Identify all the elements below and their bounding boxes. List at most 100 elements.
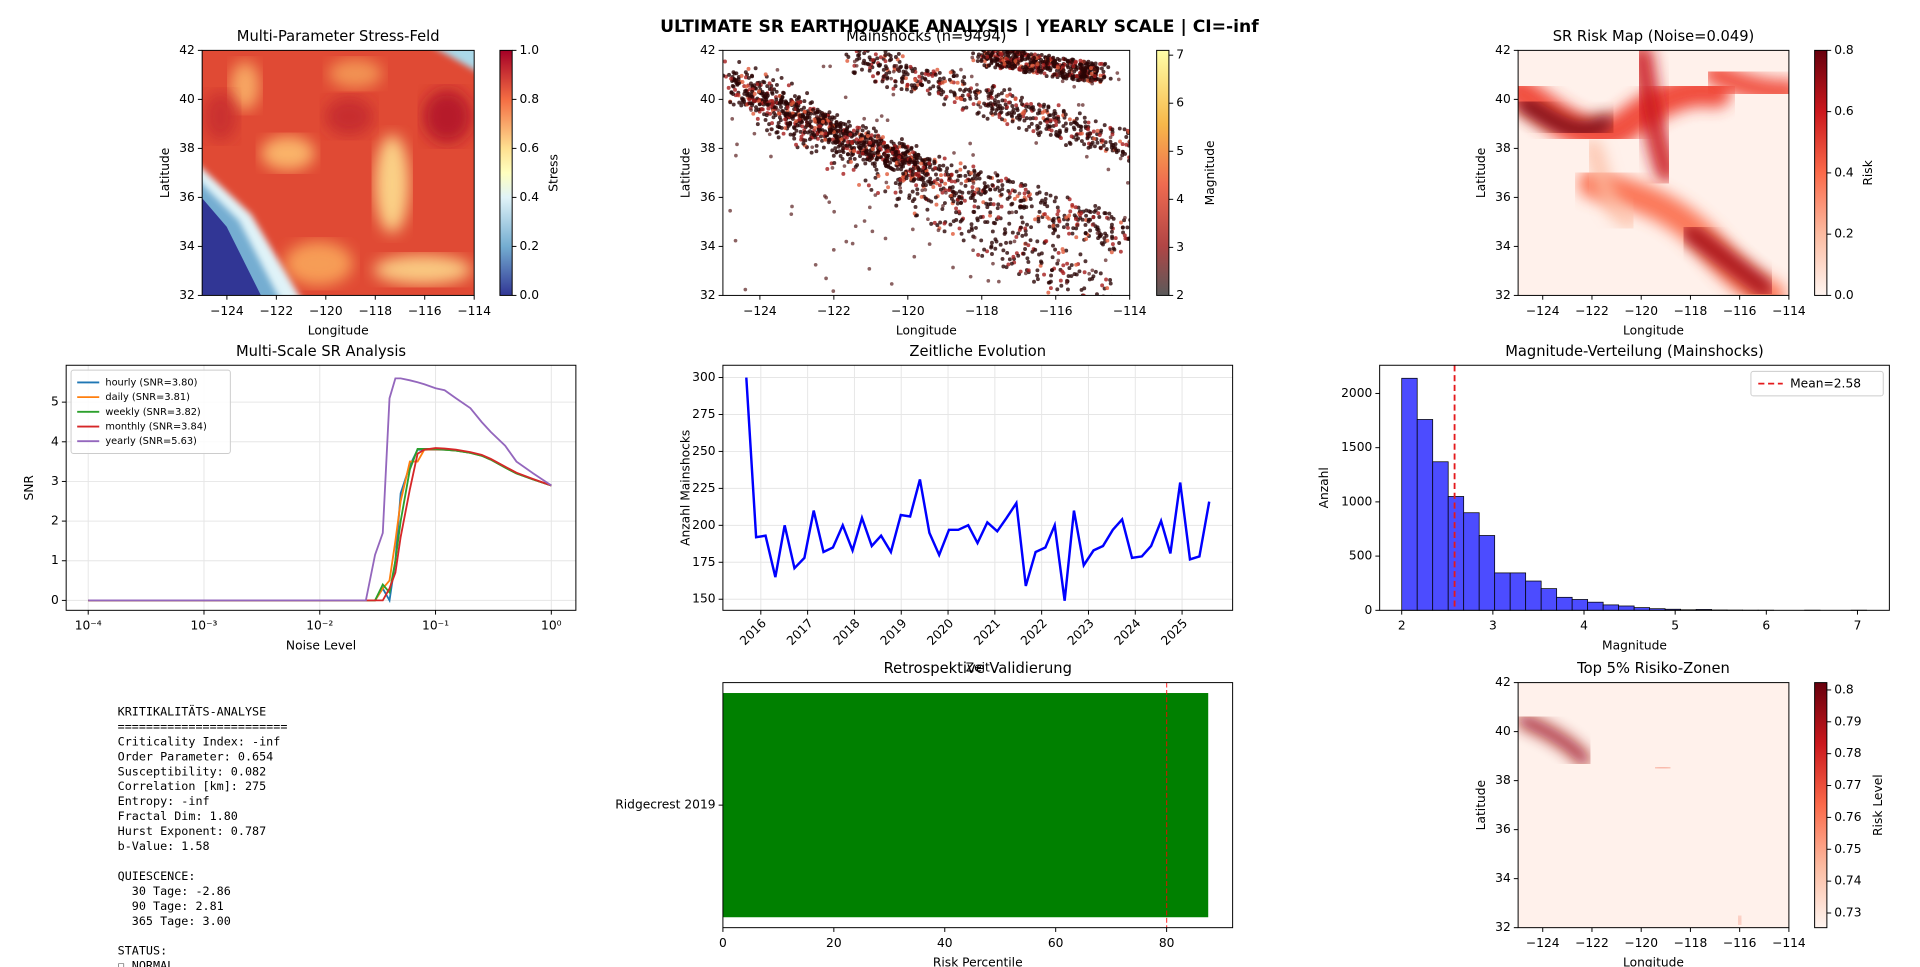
event-dot: [801, 138, 806, 142]
event-dot: [995, 104, 1000, 108]
event-dot: [772, 87, 777, 92]
event-dot: [869, 187, 874, 192]
event-dot: [791, 114, 796, 119]
event-dot: [999, 52, 1004, 57]
event-dot: [905, 83, 910, 88]
event-dot: [870, 229, 875, 234]
event-dot: [781, 90, 786, 95]
event-dot: [993, 246, 998, 251]
colorbar-tick-label: 0.0: [1834, 288, 1853, 302]
event-dot: [829, 121, 834, 126]
event-dot: [1051, 231, 1056, 236]
event-dot: [792, 131, 797, 136]
event-dot: [1093, 119, 1098, 124]
event-dot: [1010, 104, 1015, 108]
event-dot: [1076, 103, 1081, 107]
event-dot: [867, 68, 872, 73]
event-dot: [1016, 126, 1021, 131]
event-dot: [767, 132, 772, 137]
event-dot: [893, 181, 898, 186]
text-line: 365 Tage: 3.00: [118, 914, 231, 928]
event-dot: [1046, 290, 1051, 295]
x-tick-label: 2: [1398, 619, 1406, 633]
event-dot: [871, 74, 875, 79]
event-dot: [1115, 71, 1120, 75]
event-dot: [869, 133, 874, 138]
event-dot: [918, 79, 923, 84]
event-dot: [991, 202, 996, 207]
bar: [722, 693, 1209, 918]
y-tick-label: 42: [700, 43, 716, 57]
event-dot: [1026, 190, 1031, 195]
event-dot: [1035, 126, 1040, 131]
histogram-bar: [1416, 419, 1434, 611]
event-dot: [838, 143, 843, 148]
event-dot: [1018, 98, 1023, 103]
event-dot: [1106, 310, 1110, 314]
event-dot: [876, 134, 881, 139]
event-dot: [976, 52, 981, 57]
event-dot: [866, 183, 871, 188]
event-dot: [860, 124, 865, 129]
event-dot: [990, 85, 995, 90]
event-dot: [734, 153, 738, 158]
colorbar-tick-label: 2: [1176, 288, 1184, 302]
event-dot: [884, 71, 889, 76]
event-dot: [1069, 263, 1074, 267]
heatmap-field: [422, 89, 472, 144]
event-dot: [923, 183, 928, 188]
event-dot: [855, 163, 860, 168]
event-dot: [1041, 63, 1046, 68]
event-dot: [1019, 204, 1024, 209]
event-dot: [1089, 142, 1094, 147]
event-dot: [770, 121, 775, 126]
event-dot: [1091, 222, 1096, 226]
event-dot: [1029, 121, 1034, 126]
event-dot: [845, 125, 850, 130]
event-dot: [907, 160, 912, 165]
event-dot: [923, 196, 928, 201]
event-dot: [1104, 147, 1109, 152]
event-dot: [1051, 216, 1056, 221]
event-dot: [937, 86, 942, 91]
x-tick-label: −120: [1624, 304, 1658, 318]
event-dot: [1007, 221, 1012, 226]
event-dot: [1069, 274, 1074, 279]
event-dot: [1035, 191, 1040, 196]
event-dot: [955, 201, 960, 206]
legend-label: daily (SNR=3.81): [105, 392, 190, 403]
series-line: [88, 377, 552, 602]
heatmap-field: [1518, 714, 1591, 766]
event-dot: [977, 100, 982, 105]
event-dot: [870, 143, 875, 148]
event-dot: [936, 228, 941, 233]
event-dot: [1072, 84, 1077, 89]
event-dot: [1100, 283, 1105, 288]
event-dot: [972, 170, 977, 174]
event-dot: [957, 195, 962, 200]
event-dot: [1008, 179, 1013, 184]
event-dot: [1045, 120, 1050, 125]
event-dot: [1095, 140, 1100, 145]
event-dot: [1009, 261, 1014, 266]
event-dot: [1094, 310, 1098, 314]
event-dot: [860, 133, 864, 138]
histogram-bar: [1401, 377, 1418, 611]
event-dot: [737, 100, 742, 105]
event-dot: [939, 178, 944, 183]
event-dot: [1128, 155, 1130, 160]
event-dot: [969, 222, 974, 227]
event-dot: [985, 249, 990, 254]
event-dot: [1079, 131, 1084, 136]
event-dot: [845, 129, 850, 134]
event-dot: [828, 64, 832, 69]
event-dot: [940, 207, 945, 211]
event-dot: [1065, 195, 1070, 200]
event-dot: [867, 55, 872, 60]
chart-title: Multi-Scale SR Analysis: [236, 343, 406, 360]
event-dot: [1103, 258, 1108, 263]
event-dot: [733, 87, 738, 92]
event-dot: [897, 182, 902, 187]
event-dot: [947, 176, 952, 181]
event-dot: [1123, 236, 1128, 241]
